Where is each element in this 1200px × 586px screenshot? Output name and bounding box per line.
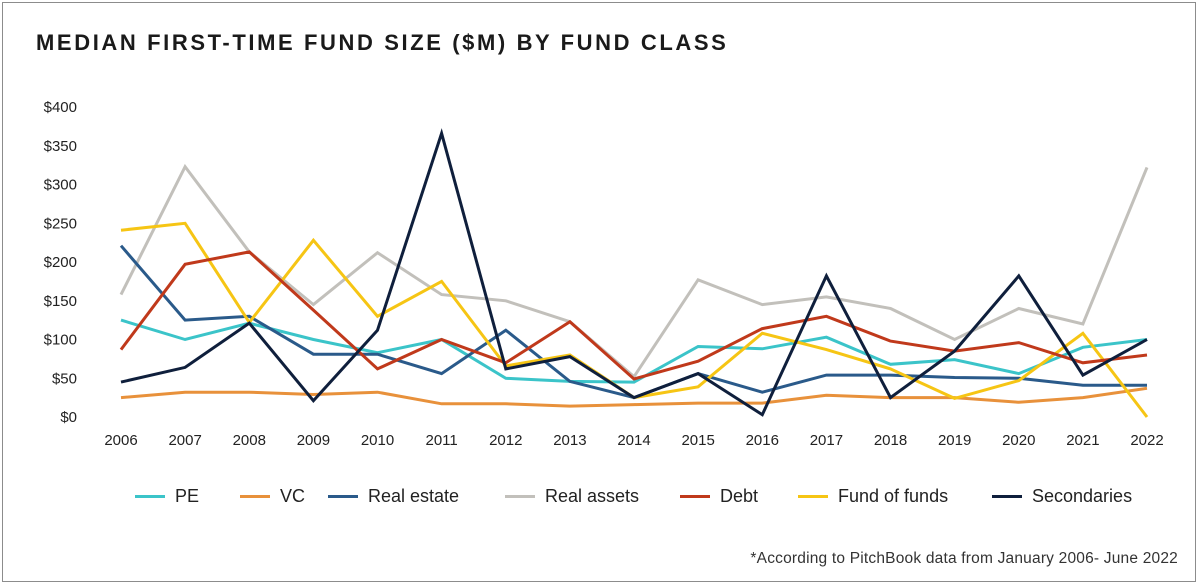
x-tick-label: 2010: [361, 432, 394, 449]
x-tick-label: 2008: [233, 432, 266, 449]
legend-label-debt: Debt: [720, 485, 759, 506]
legend-swatch-real-assets: [505, 494, 535, 498]
y-tick-label: $0: [60, 409, 77, 426]
x-tick-label: 2015: [681, 432, 714, 449]
x-tick-label: 2014: [617, 432, 650, 449]
x-tick-label: 2019: [938, 432, 971, 449]
series-line-debt: [119, 250, 1148, 381]
x-axis-ticks: 2006 2007 2008 2009 2010 2011 2012 2013 2014 2015…: [104, 432, 1163, 449]
x-tick-label: 2018: [874, 432, 907, 449]
legend-label-fund-of-funds: Fund of funds: [838, 485, 949, 506]
series-line-vc: [120, 386, 1148, 408]
x-tick-label: 2009: [297, 432, 330, 449]
x-tick-label: 2011: [425, 432, 457, 449]
x-tick-label: 2013: [553, 432, 586, 449]
y-tick-label: $250: [44, 215, 77, 232]
legend: PE VC Real estate Real assets Debt Fund …: [0, 482, 1200, 512]
x-tick-label: 2022: [1130, 432, 1163, 449]
legend-swatch-fund-of-funds: [798, 494, 828, 498]
x-tick-label: 2020: [1002, 432, 1035, 449]
series-lines: [119, 128, 1149, 418]
y-tick-label: $350: [44, 138, 77, 155]
y-axis-ticks: $0 $50 $100 $150 $200 $250 $300 $350 $400: [44, 99, 77, 426]
legend-item-vc: VC: [240, 482, 305, 510]
legend-swatch-secondaries: [992, 494, 1022, 498]
series-line-real-assets: [119, 163, 1149, 379]
x-tick-label: 2006: [104, 432, 137, 449]
legend-item-fund-of-funds: Fund of funds: [798, 482, 948, 510]
series-line-pe: [120, 318, 1148, 384]
legend-item-real-assets: Real assets: [505, 482, 639, 510]
chart-title: MEDIAN FIRST-TIME FUND SIZE ($M) BY FUND…: [36, 30, 729, 55]
legend-label-pe: PE: [175, 485, 200, 506]
legend-label-real-assets: Real assets: [545, 485, 640, 506]
y-tick-label: $50: [52, 370, 77, 387]
legend-item-real-estate: Real estate: [328, 482, 459, 510]
x-tick-label: 2016: [746, 432, 779, 449]
legend-swatch-real-estate: [328, 494, 358, 498]
y-tick-label: $400: [44, 99, 77, 116]
legend-swatch-vc: [240, 494, 270, 498]
legend-item-debt: Debt: [680, 482, 758, 510]
legend-swatch-pe: [135, 494, 165, 498]
y-tick-label: $100: [44, 332, 77, 349]
y-tick-label: $300: [44, 177, 77, 194]
y-tick-label: $200: [44, 254, 77, 271]
x-tick-label: 2007: [168, 432, 201, 449]
legend-label-real-estate: Real estate: [368, 485, 460, 506]
legend-item-secondaries: Secondaries: [992, 482, 1132, 510]
footnote: *According to PitchBook data from Januar…: [750, 550, 1178, 567]
x-tick-label: 2012: [489, 432, 522, 449]
x-tick-label: 2021: [1066, 432, 1099, 449]
x-tick-label: 2017: [810, 432, 843, 449]
y-tick-label: $150: [44, 293, 77, 310]
legend-swatch-debt: [680, 494, 710, 498]
legend-label-secondaries: Secondaries: [1032, 485, 1133, 506]
legend-label-vc: VC: [280, 485, 306, 506]
series-line-secondaries: [120, 128, 1148, 417]
legend-item-pe: PE: [135, 482, 199, 510]
